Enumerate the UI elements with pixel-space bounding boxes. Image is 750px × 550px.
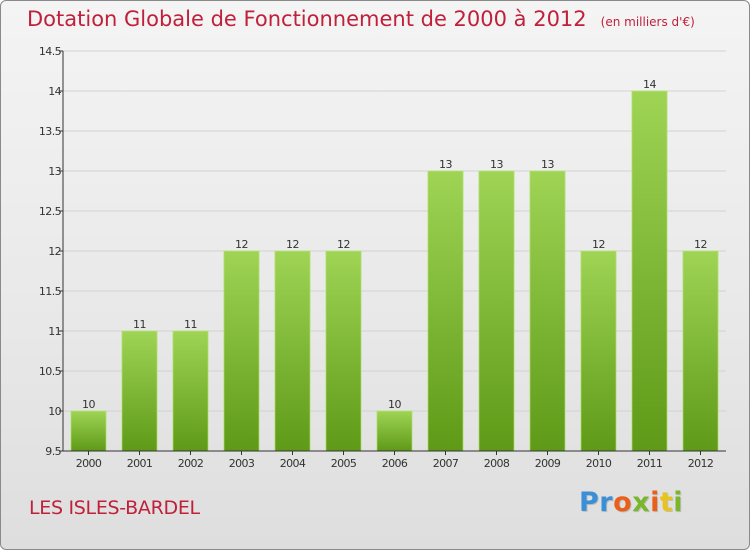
x-tick-label: 2009: [535, 457, 561, 470]
x-tick-label: 2004: [280, 457, 306, 470]
y-tick-label: 11: [48, 325, 61, 338]
logo-letter: i: [650, 487, 660, 518]
x-tick-label: 2006: [382, 457, 408, 470]
y-tick-label: 10: [48, 405, 61, 418]
data-label: 13: [490, 158, 503, 171]
bars: [70, 90, 719, 452]
bar-2001: [121, 330, 158, 452]
proxiti-logo[interactable]: Proxiti: [579, 487, 683, 518]
bar-2008: [478, 170, 515, 452]
bar-2000: [70, 410, 107, 452]
y-tick-label: 14.5: [39, 45, 62, 58]
bar-2012: [682, 250, 719, 452]
bar-2005: [325, 250, 362, 452]
logo-letter: i: [673, 487, 684, 518]
x-tick-label: 2007: [433, 457, 459, 470]
data-label: 14: [643, 78, 656, 91]
y-tick-label: 13.5: [39, 125, 62, 138]
x-tick-label: 2011: [637, 457, 663, 470]
data-label: 11: [133, 318, 146, 331]
logo-letter: o: [613, 487, 633, 518]
y-tick-label: 10.5: [39, 365, 62, 378]
logo-letter: r: [599, 487, 614, 518]
labels: 9.5 10 10.5 11 11.5 12 12.5 13 13.5 14 14.5 10 2000 1…: [39, 45, 714, 470]
x-tick-label: 2012: [688, 457, 714, 470]
commune-name: LES ISLES-BARDEL: [29, 497, 200, 519]
logo-letter: t: [659, 487, 674, 518]
x-tick-label: 2003: [229, 457, 255, 470]
x-tick-label: 2005: [331, 457, 357, 470]
x-tick-label: 2010: [586, 457, 612, 470]
bar-2010: [580, 250, 617, 452]
y-tick-label: 14: [48, 85, 61, 98]
chart-unit-note: (en milliers d'€): [600, 15, 695, 29]
logo-letter: P: [579, 487, 600, 518]
bar-2002: [172, 330, 209, 452]
data-label: 11: [184, 318, 197, 331]
data-label: 12: [337, 238, 350, 251]
gridlines: [63, 50, 726, 452]
y-tick-label: 12: [48, 245, 61, 258]
bar-2007: [427, 170, 464, 452]
bar-2011: [631, 90, 668, 452]
x-tick-label: 2000: [76, 457, 102, 470]
bar-2004: [274, 250, 311, 452]
data-label: 10: [388, 398, 401, 411]
bar-2009: [529, 170, 566, 452]
axes: [59, 50, 726, 455]
chart-title-text: Dotation Globale de Fonctionnement de 20…: [27, 7, 587, 31]
data-label: 12: [694, 238, 707, 251]
data-label: 12: [286, 238, 299, 251]
bar-2006: [376, 410, 413, 452]
x-tick-label: 2002: [178, 457, 204, 470]
bar-2003: [223, 250, 260, 452]
data-label: 12: [235, 238, 248, 251]
y-tick-label: 9.5: [45, 445, 61, 458]
data-label: 12: [592, 238, 605, 251]
logo-letter: x: [632, 487, 651, 518]
y-tick-label: 11.5: [39, 285, 62, 298]
y-tick-label: 12.5: [39, 205, 62, 218]
data-label: 13: [541, 158, 554, 171]
x-tick-label: 2001: [127, 457, 153, 470]
data-label: 13: [439, 158, 452, 171]
x-tick-label: 2008: [484, 457, 510, 470]
y-tick-label: 13: [48, 165, 61, 178]
data-label: 10: [82, 398, 95, 411]
chart-title: Dotation Globale de Fonctionnement de 20…: [27, 7, 695, 31]
